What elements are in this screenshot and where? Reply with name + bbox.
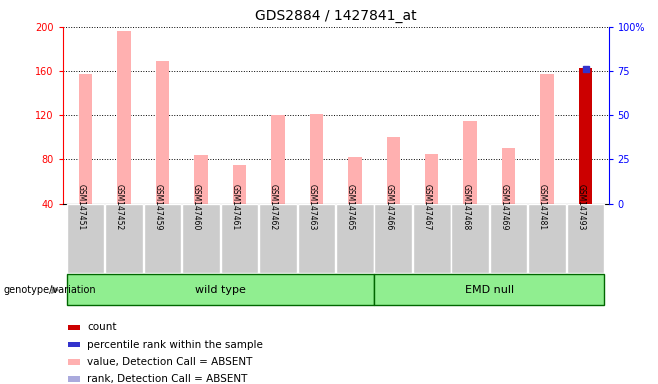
Bar: [68, 359, 80, 365]
Bar: [66, 204, 105, 273]
Bar: [374, 274, 605, 306]
Bar: [194, 155, 208, 204]
Bar: [413, 204, 451, 273]
Bar: [297, 204, 335, 273]
Bar: [233, 165, 246, 204]
Text: value, Detection Call = ABSENT: value, Detection Call = ABSENT: [87, 357, 253, 367]
Bar: [310, 114, 323, 204]
Text: GSM147466: GSM147466: [384, 184, 393, 230]
Bar: [425, 154, 438, 204]
Bar: [348, 157, 361, 204]
Bar: [68, 342, 80, 348]
Text: GSM147451: GSM147451: [76, 184, 86, 230]
Text: GSM147469: GSM147469: [499, 184, 509, 230]
Bar: [567, 204, 605, 273]
Bar: [105, 204, 143, 273]
Text: GSM147461: GSM147461: [230, 184, 240, 230]
Bar: [579, 68, 592, 204]
Text: GSM147452: GSM147452: [115, 184, 124, 230]
Bar: [271, 115, 285, 204]
Bar: [502, 148, 515, 204]
Bar: [451, 204, 489, 273]
Text: GSM147460: GSM147460: [192, 184, 201, 230]
Text: genotype/variation: genotype/variation: [3, 285, 96, 295]
Bar: [490, 204, 528, 273]
Text: count: count: [87, 322, 116, 332]
Bar: [156, 61, 169, 204]
Bar: [579, 68, 592, 204]
Text: GSM147493: GSM147493: [576, 184, 586, 230]
Text: GSM147467: GSM147467: [422, 184, 432, 230]
Title: GDS2884 / 1427841_at: GDS2884 / 1427841_at: [255, 9, 417, 23]
Text: GSM147468: GSM147468: [461, 184, 470, 230]
Bar: [463, 121, 477, 204]
Bar: [386, 137, 400, 204]
Bar: [528, 204, 566, 273]
Bar: [66, 274, 374, 306]
Text: rank, Detection Call = ABSENT: rank, Detection Call = ABSENT: [87, 374, 247, 384]
Text: GSM147459: GSM147459: [153, 184, 163, 230]
Bar: [374, 204, 412, 273]
Bar: [259, 204, 297, 273]
Bar: [220, 204, 259, 273]
Bar: [117, 31, 131, 204]
Bar: [540, 74, 554, 204]
Text: wild type: wild type: [195, 285, 245, 295]
Bar: [336, 204, 374, 273]
Text: EMD null: EMD null: [465, 285, 514, 295]
Text: GSM147463: GSM147463: [307, 184, 316, 230]
Bar: [68, 324, 80, 330]
Text: GSM147465: GSM147465: [346, 184, 355, 230]
Bar: [143, 204, 182, 273]
Bar: [182, 204, 220, 273]
Text: GSM147462: GSM147462: [269, 184, 278, 230]
Text: percentile rank within the sample: percentile rank within the sample: [87, 339, 263, 349]
Bar: [68, 376, 80, 382]
Bar: [79, 74, 92, 204]
Text: GSM147481: GSM147481: [538, 184, 547, 230]
